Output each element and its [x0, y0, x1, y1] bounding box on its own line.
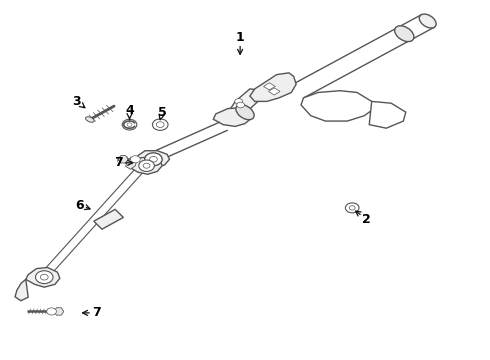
Polygon shape — [26, 267, 60, 287]
Polygon shape — [301, 91, 374, 121]
Circle shape — [127, 123, 132, 126]
Polygon shape — [213, 108, 252, 126]
Polygon shape — [130, 157, 162, 174]
Circle shape — [345, 203, 359, 213]
Polygon shape — [137, 151, 170, 167]
Polygon shape — [15, 279, 28, 301]
Text: 3: 3 — [73, 95, 85, 108]
Circle shape — [349, 206, 355, 210]
Text: 5: 5 — [158, 105, 167, 120]
Text: 4: 4 — [125, 104, 134, 120]
Polygon shape — [250, 73, 296, 102]
Circle shape — [122, 119, 137, 130]
Polygon shape — [125, 158, 137, 169]
Text: 6: 6 — [75, 198, 90, 212]
Circle shape — [235, 99, 243, 104]
Circle shape — [139, 160, 154, 171]
Circle shape — [145, 153, 162, 166]
Polygon shape — [118, 156, 128, 163]
Circle shape — [47, 308, 56, 315]
Text: 7: 7 — [114, 156, 133, 169]
Polygon shape — [94, 210, 123, 229]
Ellipse shape — [236, 104, 254, 120]
Circle shape — [40, 274, 48, 280]
Polygon shape — [269, 88, 280, 95]
Polygon shape — [54, 308, 64, 315]
Text: 2: 2 — [356, 211, 371, 226]
Text: 7: 7 — [82, 306, 101, 319]
Circle shape — [149, 157, 157, 162]
Circle shape — [237, 102, 245, 108]
Circle shape — [143, 163, 150, 168]
Polygon shape — [369, 102, 406, 128]
Circle shape — [35, 271, 53, 284]
Ellipse shape — [419, 14, 436, 28]
Circle shape — [130, 156, 140, 163]
Ellipse shape — [86, 117, 94, 122]
Text: 1: 1 — [236, 31, 245, 54]
Polygon shape — [229, 89, 262, 116]
Polygon shape — [264, 83, 275, 90]
Circle shape — [152, 119, 168, 130]
Circle shape — [156, 122, 164, 127]
Ellipse shape — [394, 26, 414, 42]
